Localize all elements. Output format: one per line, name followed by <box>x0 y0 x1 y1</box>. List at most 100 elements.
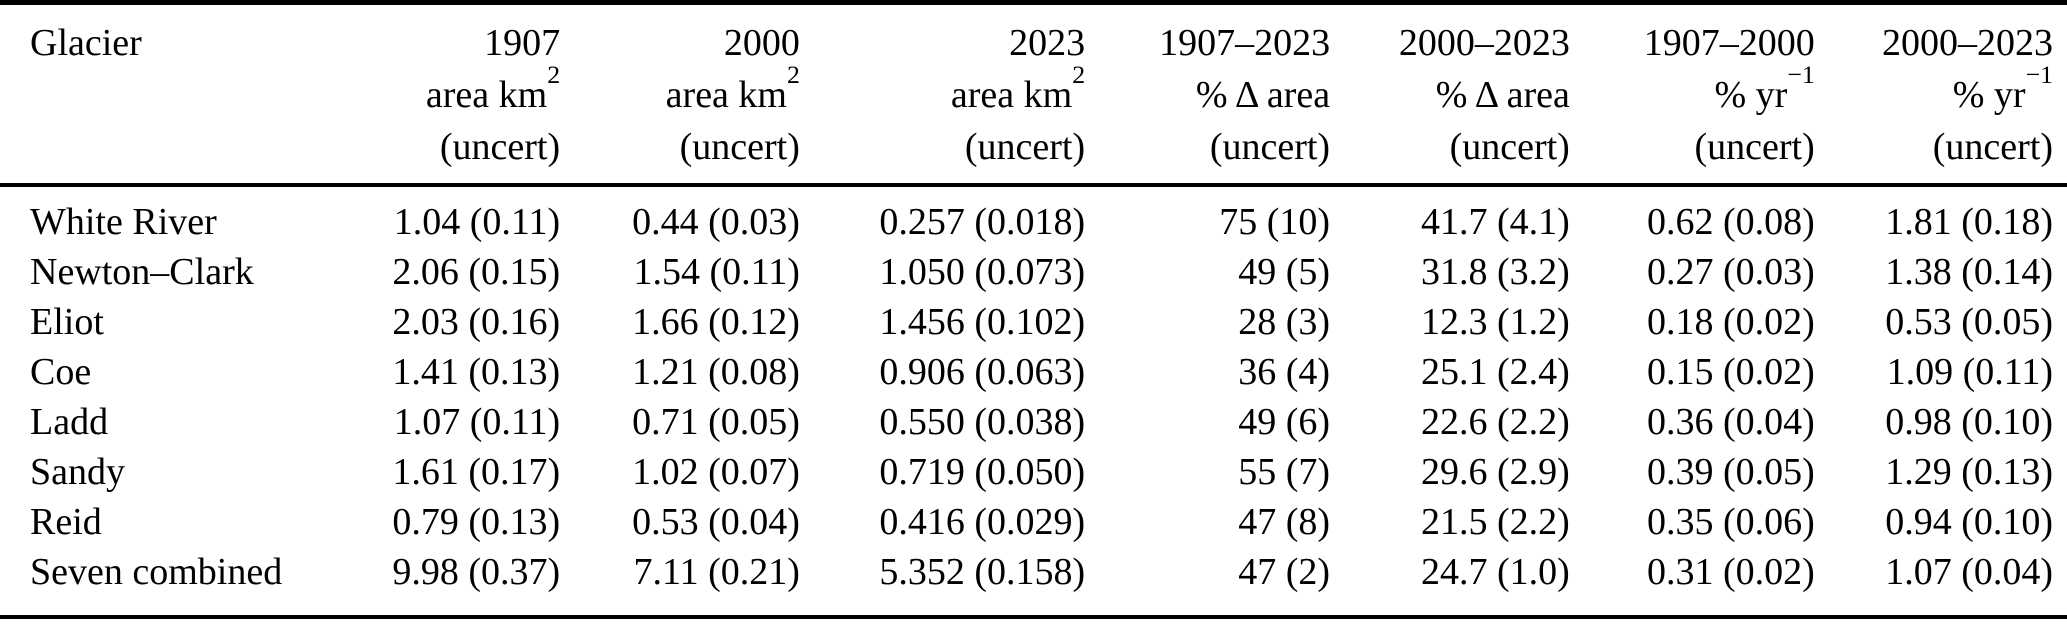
cell-pct-2000-2023: 22.6 (2.2) <box>1421 401 1570 443</box>
col-header-unit-base: % yr <box>1952 74 2026 116</box>
col-header-unit: % Δ area <box>1085 69 1330 121</box>
col-header-uncert: (uncert) <box>1932 126 2053 168</box>
header-row: Glacier 1907 area km2 (uncert) 2000 area… <box>0 2 2067 187</box>
cell-area-2000: 1.02 (0.07) <box>632 451 800 493</box>
col-header-pct-change-1907-2023: 1907–2023 % Δ area (uncert) <box>1085 2 1331 187</box>
cell-area-2000: 1.66 (0.12) <box>632 301 800 343</box>
col-header-area-2000: 2000 area km2 (uncert) <box>560 2 800 187</box>
cell-area-2023: 1.456 (0.102) <box>879 301 1086 343</box>
cell-pct-2000-2023: 41.7 (4.1) <box>1421 201 1570 243</box>
cell-pct-1907-2023: 28 (3) <box>1238 301 1331 343</box>
cell-area-2000: 1.21 (0.08) <box>632 351 800 393</box>
col-header-year: 2023 <box>1009 22 1086 64</box>
col-header-unit: area km2 <box>800 61 1085 121</box>
col-header-unit-base: % Δ area <box>1195 74 1331 116</box>
cell-area-2023: 0.257 (0.018) <box>879 201 1086 243</box>
cell-rate-2000-2023: 1.29 (0.13) <box>1885 451 2053 493</box>
cell-pct-1907-2023: 49 (6) <box>1238 401 1331 443</box>
row-label: Ladd <box>30 401 109 443</box>
col-header-unit-base: area km <box>950 74 1073 116</box>
cell-pct-2000-2023: 21.5 (2.2) <box>1421 501 1570 543</box>
table-row-ladd: Ladd 1.07 (0.11) 0.71 (0.05) 0.550 (0.03… <box>0 397 2067 447</box>
table-row-newton-clark: Newton–Clark 2.06 (0.15) 1.54 (0.11) 1.0… <box>0 247 2067 297</box>
col-header-year: 1907 <box>484 22 561 64</box>
cell-rate-2000-2023: 1.09 (0.11) <box>1886 351 2053 393</box>
col-header-year: 2000 <box>723 22 800 64</box>
cell-area-1907: 2.06 (0.15) <box>392 251 561 293</box>
cell-pct-1907-2023: 75 (10) <box>1219 201 1331 243</box>
col-header-unit: area km2 <box>560 61 800 121</box>
cell-pct-2000-2023: 12.3 (1.2) <box>1421 301 1570 343</box>
cell-rate-2000-2023: 0.94 (0.10) <box>1885 501 2053 543</box>
col-header-area-2023: 2023 area km2 (uncert) <box>799 2 1086 187</box>
cell-area-1907: 2.03 (0.16) <box>392 301 561 343</box>
cell-area-1907: 1.07 (0.11) <box>393 401 561 443</box>
col-header-glacier: Glacier <box>0 2 331 187</box>
col-header-pct-change-2000-2023: 2000–2023 % Δ area (uncert) <box>1330 2 1570 187</box>
cell-pct-1907-2023: 47 (8) <box>1238 501 1331 543</box>
cell-area-1907: 1.61 (0.17) <box>392 451 561 493</box>
table-row-seven-combined: Seven combined 9.98 (0.37) 7.11 (0.21) 5… <box>0 547 2067 617</box>
col-header-range: 2000–2023 <box>1882 22 2053 64</box>
cell-rate-1907-2000: 0.18 (0.02) <box>1646 301 1815 343</box>
col-header-unit-base: % Δ area <box>1435 74 1570 116</box>
cell-area-2023: 5.352 (0.158) <box>879 551 1086 593</box>
cell-area-2023: 0.906 (0.063) <box>879 351 1086 393</box>
col-header-unit-base: % yr <box>1714 74 1788 116</box>
table-row-white-river: White River 1.04 (0.11) 0.44 (0.03) 0.25… <box>0 185 2067 247</box>
col-header-unit-exponent: 2 <box>547 59 561 89</box>
col-header-uncert: (uncert) <box>1209 126 1331 168</box>
table-row-reid: Reid 0.79 (0.13) 0.53 (0.04) 0.416 (0.02… <box>0 497 2067 547</box>
col-header-range: 2000–2023 <box>1398 22 1570 64</box>
col-header-unit-base: area km <box>665 74 787 116</box>
col-header-unit: % yr−1 <box>1815 61 2053 121</box>
cell-pct-1907-2023: 55 (7) <box>1238 451 1331 493</box>
col-header-rate-2000-2023: 2000–2023 % yr−1 (uncert) <box>1814 2 2067 187</box>
cell-rate-2000-2023: 1.07 (0.04) <box>1885 551 2053 593</box>
col-header-area-1907: 1907 area km2 (uncert) <box>330 2 561 187</box>
cell-area-2023: 0.719 (0.050) <box>879 451 1086 493</box>
row-label: Sandy <box>30 451 125 493</box>
cell-pct-2000-2023: 29.6 (2.9) <box>1421 451 1570 493</box>
cell-pct-1907-2023: 36 (4) <box>1238 351 1331 393</box>
col-header-uncert: (uncert) <box>439 126 561 168</box>
col-header-unit: % Δ area <box>1330 69 1570 121</box>
table-row-coe: Coe 1.41 (0.13) 1.21 (0.08) 0.906 (0.063… <box>0 347 2067 397</box>
cell-pct-1907-2023: 47 (2) <box>1238 551 1331 593</box>
row-label: Newton–Clark <box>30 251 254 293</box>
table-row-eliot: Eliot 2.03 (0.16) 1.66 (0.12) 1.456 (0.1… <box>0 297 2067 347</box>
table-header: Glacier 1907 area km2 (uncert) 2000 area… <box>0 2 2067 187</box>
col-header-unit-base: area km <box>425 74 548 116</box>
cell-rate-2000-2023: 1.38 (0.14) <box>1885 251 2053 293</box>
col-header-range: 1907–2023 <box>1159 22 1331 64</box>
row-label: Seven combined <box>30 551 283 593</box>
col-header-rate-1907-2000: 1907–2000 % yr−1 (uncert) <box>1569 2 1815 187</box>
col-header-unit: % yr−1 <box>1570 61 1814 121</box>
col-header-range: 1907–2000 <box>1643 22 1815 64</box>
row-label: Reid <box>30 501 102 543</box>
cell-area-2000: 0.44 (0.03) <box>632 201 800 243</box>
row-label: Eliot <box>30 301 104 343</box>
cell-rate-1907-2000: 0.62 (0.08) <box>1646 201 1815 243</box>
cell-rate-2000-2023: 1.81 (0.18) <box>1885 201 2053 243</box>
col-header-unit: area km2 <box>331 61 560 121</box>
cell-area-2000: 7.11 (0.21) <box>633 551 800 593</box>
col-header-unit-exponent: −1 <box>1787 59 1815 89</box>
table-body: White River 1.04 (0.11) 0.44 (0.03) 0.25… <box>0 185 2067 617</box>
cell-rate-1907-2000: 0.27 (0.03) <box>1646 251 1815 293</box>
cell-area-2023: 0.416 (0.029) <box>879 501 1086 543</box>
table-row-sandy: Sandy 1.61 (0.17) 1.02 (0.07) 0.719 (0.0… <box>0 447 2067 497</box>
col-header-uncert: (uncert) <box>1449 126 1570 168</box>
row-label: Coe <box>30 351 92 393</box>
cell-rate-2000-2023: 0.53 (0.05) <box>1885 301 2053 343</box>
cell-area-1907: 0.79 (0.13) <box>392 501 561 543</box>
cell-rate-1907-2000: 0.15 (0.02) <box>1646 351 1815 393</box>
col-header-uncert: (uncert) <box>1694 126 1815 168</box>
col-header-glacier-label: Glacier <box>30 22 142 64</box>
col-header-unit-exponent: −1 <box>2025 59 2053 89</box>
cell-area-1907: 1.04 (0.11) <box>393 201 561 243</box>
cell-pct-2000-2023: 24.7 (1.0) <box>1421 551 1570 593</box>
col-header-unit-exponent: 2 <box>1072 59 1086 89</box>
cell-rate-1907-2000: 0.39 (0.05) <box>1646 451 1815 493</box>
